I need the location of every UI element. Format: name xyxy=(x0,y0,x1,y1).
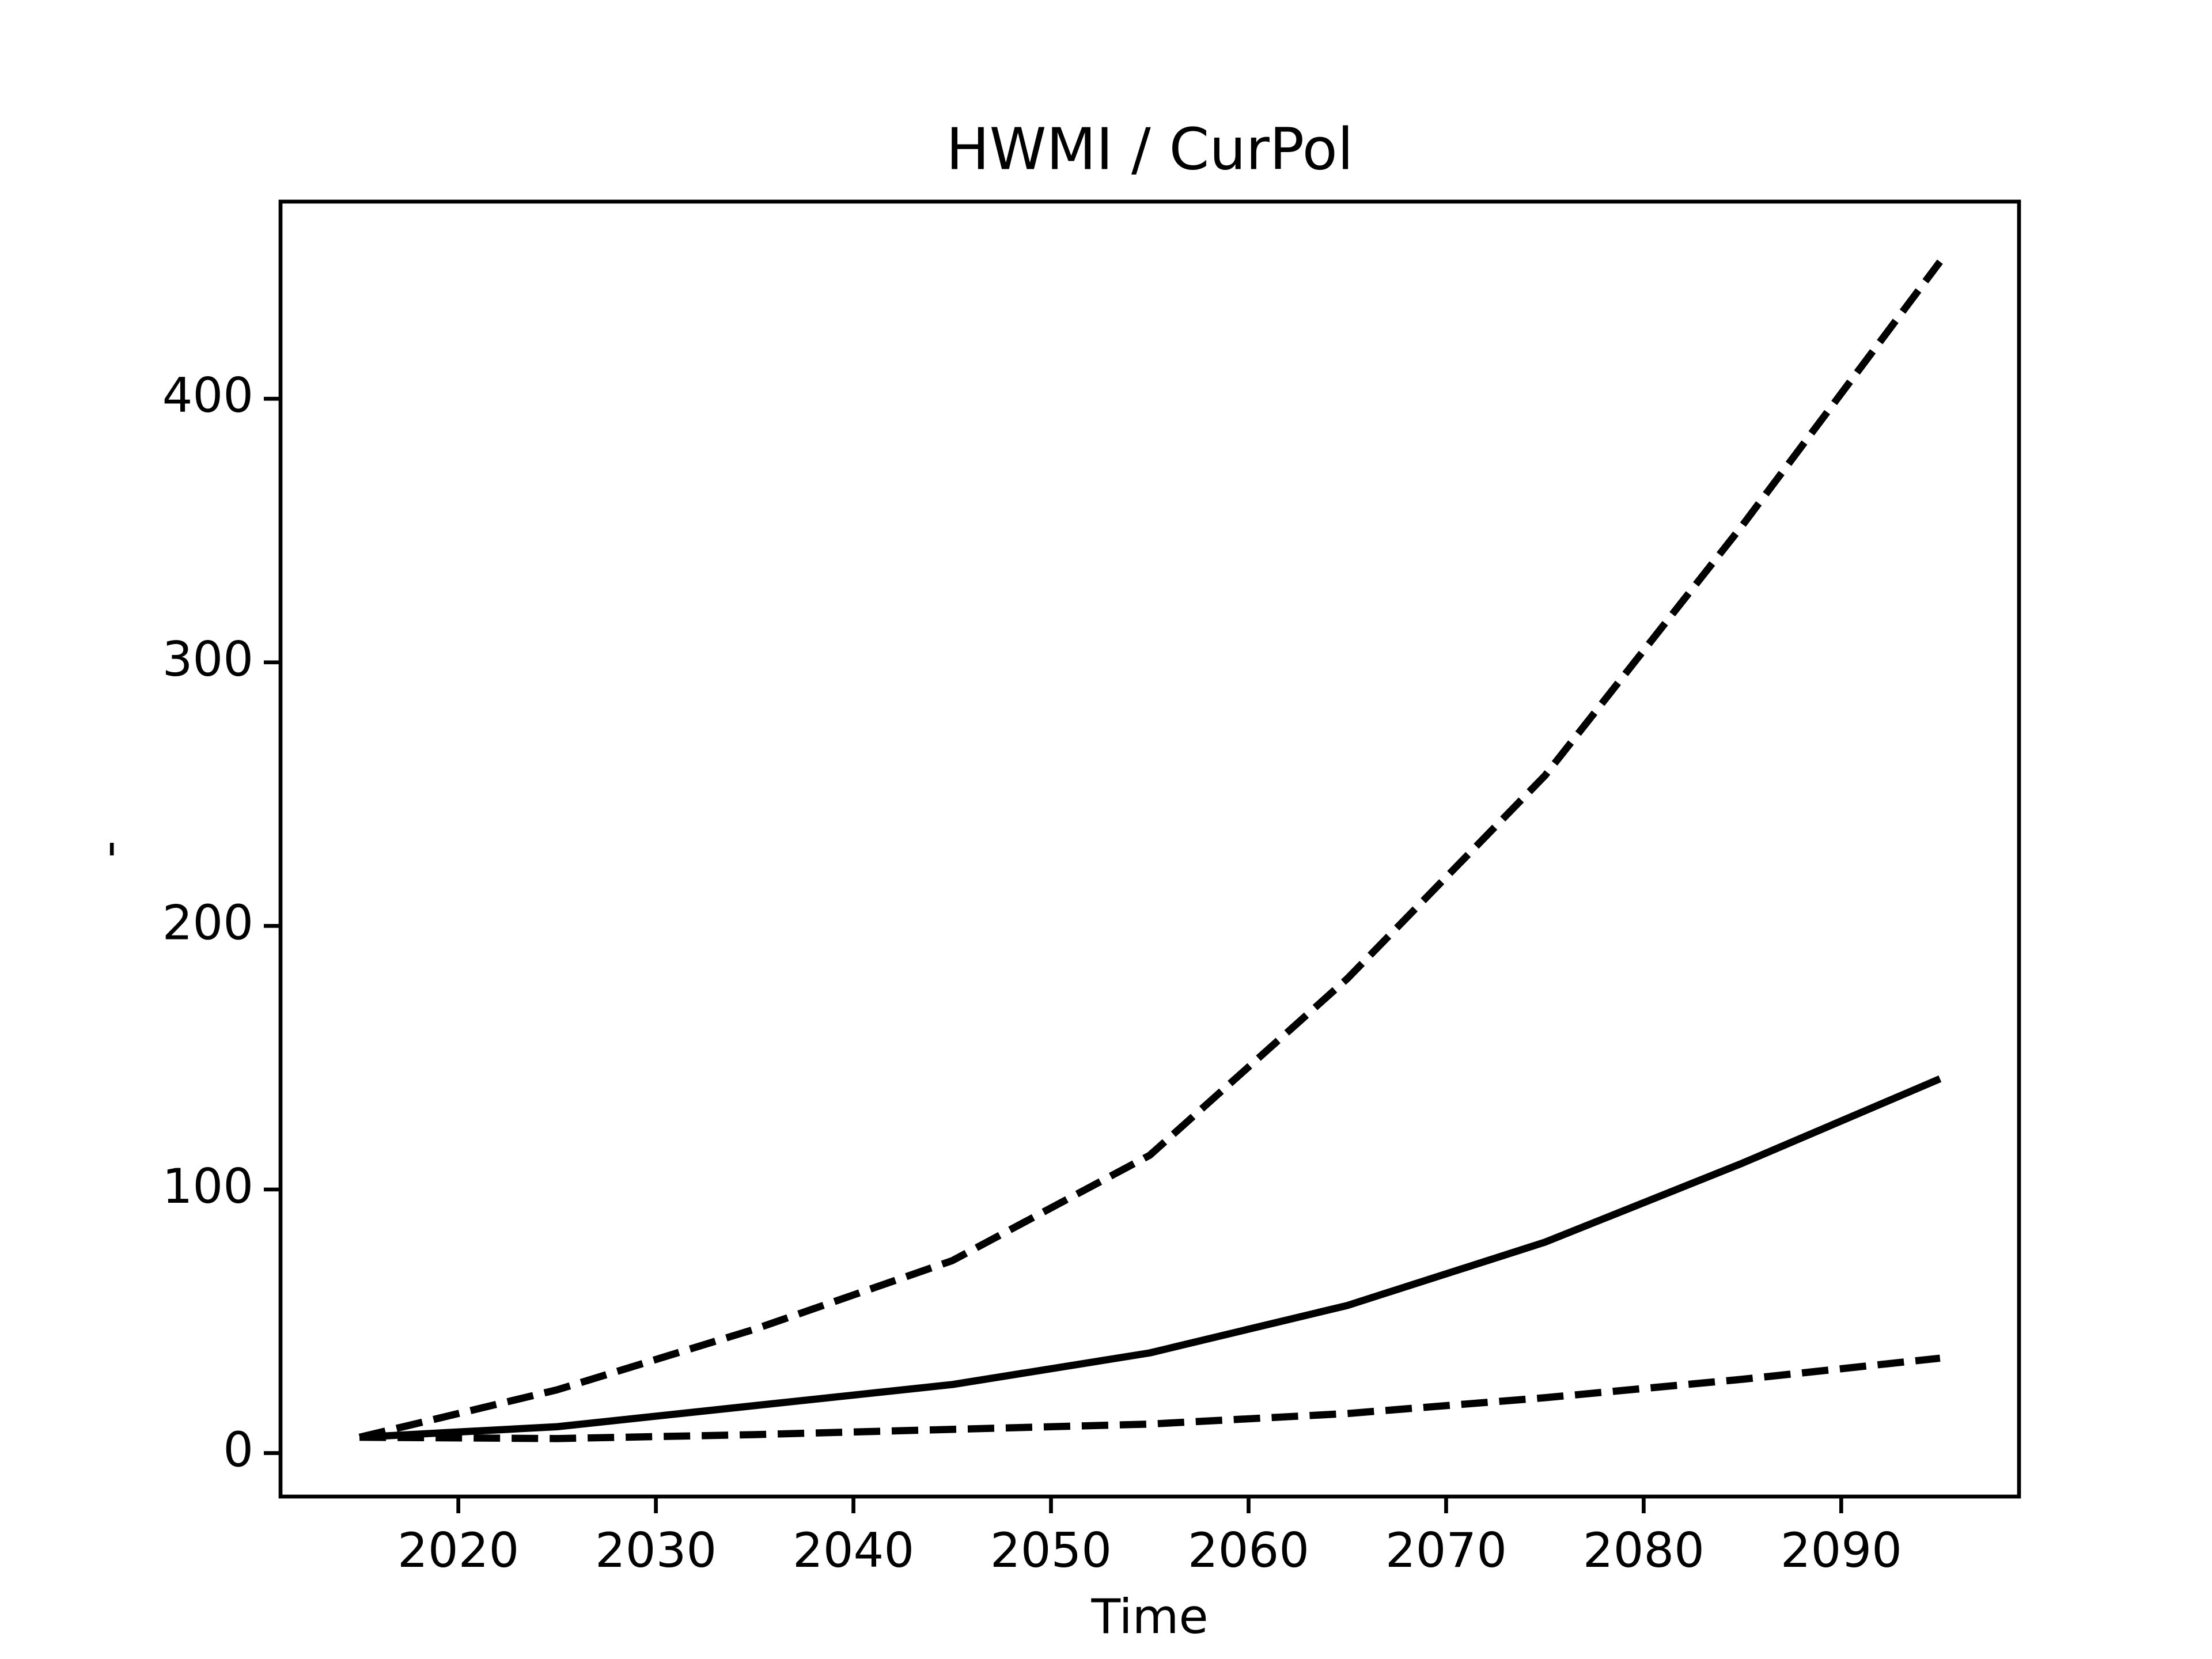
y-tick-label: 200 xyxy=(162,895,253,950)
y-tick-label: 400 xyxy=(162,368,253,423)
x-axis-label: Time xyxy=(1090,1589,1208,1645)
chart-title: HWMI / CurPol xyxy=(946,115,1353,183)
x-tick-label: 2070 xyxy=(1385,1522,1507,1578)
x-tick-label: 2060 xyxy=(1188,1522,1309,1578)
x-tick-label: 2080 xyxy=(1583,1522,1705,1578)
y-tick-label: 100 xyxy=(162,1158,253,1214)
y-axis-label: - xyxy=(81,840,137,858)
plot-frame xyxy=(278,199,2021,1499)
series-line xyxy=(359,1075,1942,1441)
series-line xyxy=(358,259,1943,1441)
x-tick-label: 2050 xyxy=(990,1522,1112,1578)
x-tick-label: 2090 xyxy=(1781,1522,1902,1578)
x-tick-label: 2020 xyxy=(397,1522,519,1578)
y-tick-label: 300 xyxy=(162,631,253,687)
y-tick-label: 0 xyxy=(223,1422,253,1478)
x-tick-label: 2040 xyxy=(793,1522,914,1578)
x-tick-label: 2030 xyxy=(595,1522,717,1578)
series-line xyxy=(359,1354,1941,1442)
